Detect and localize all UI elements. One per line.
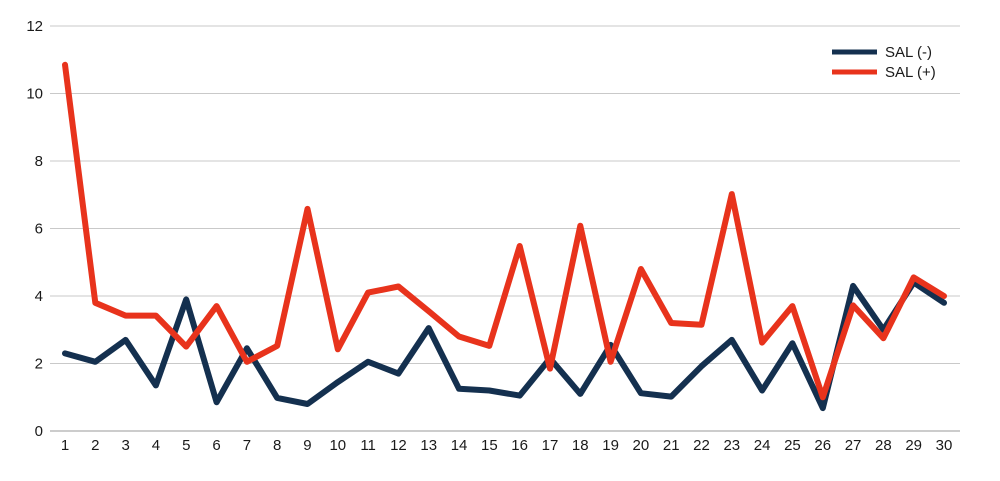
- series-line-2: [65, 65, 944, 398]
- legend-label: SAL (+): [885, 64, 936, 81]
- x-tick-label: 1: [61, 437, 69, 454]
- x-tick-label: 9: [303, 437, 311, 454]
- x-tick-label: 8: [273, 437, 281, 454]
- y-tick-label: 4: [35, 288, 43, 305]
- grid-layer: [50, 26, 960, 431]
- x-tick-label: 13: [420, 437, 437, 454]
- x-tick-label: 2: [91, 437, 99, 454]
- x-tick-label: 24: [754, 437, 771, 454]
- x-tick-label: 17: [542, 437, 559, 454]
- x-tick-label: 29: [905, 437, 922, 454]
- y-tick-label: 6: [35, 221, 43, 238]
- x-tick-label: 21: [663, 437, 680, 454]
- x-tick-label: 18: [572, 437, 589, 454]
- y-tick-label: 0: [35, 423, 43, 440]
- x-tick-label: 10: [329, 437, 346, 454]
- x-tick-label: 19: [602, 437, 619, 454]
- x-tick-label: 27: [845, 437, 862, 454]
- x-tick-label: 26: [814, 437, 831, 454]
- x-tick-label: 11: [360, 437, 376, 454]
- x-tick-label: 28: [875, 437, 892, 454]
- legend-item: SAL (+): [832, 64, 936, 81]
- x-tick-label: 20: [633, 437, 650, 454]
- x-tick-label: 15: [481, 437, 498, 454]
- x-tick-label: 4: [152, 437, 160, 454]
- y-axis-ticks: 0 2 4 6 8 10 12: [26, 18, 43, 440]
- x-tick-label: 6: [212, 437, 220, 454]
- x-tick-label: 3: [121, 437, 129, 454]
- x-tick-label: 16: [511, 437, 528, 454]
- y-tick-label: 8: [35, 153, 43, 170]
- legend-item: SAL (-): [832, 44, 932, 61]
- x-tick-label: 12: [390, 437, 407, 454]
- y-tick-label: 10: [26, 86, 43, 103]
- x-tick-label: 5: [182, 437, 190, 454]
- legend-label: SAL (-): [885, 44, 932, 61]
- series-2: [65, 65, 944, 398]
- x-tick-label: 14: [451, 437, 468, 454]
- x-tick-label: 30: [936, 437, 953, 454]
- y-tick-label: 12: [26, 18, 43, 35]
- x-tick-label: 23: [723, 437, 740, 454]
- x-tick-label: 22: [693, 437, 710, 454]
- x-tick-label: 25: [784, 437, 801, 454]
- x-tick-label: 7: [243, 437, 251, 454]
- series-layer: [65, 65, 944, 408]
- legend: SAL (-) SAL (+): [832, 44, 936, 81]
- y-tick-label: 2: [35, 356, 43, 373]
